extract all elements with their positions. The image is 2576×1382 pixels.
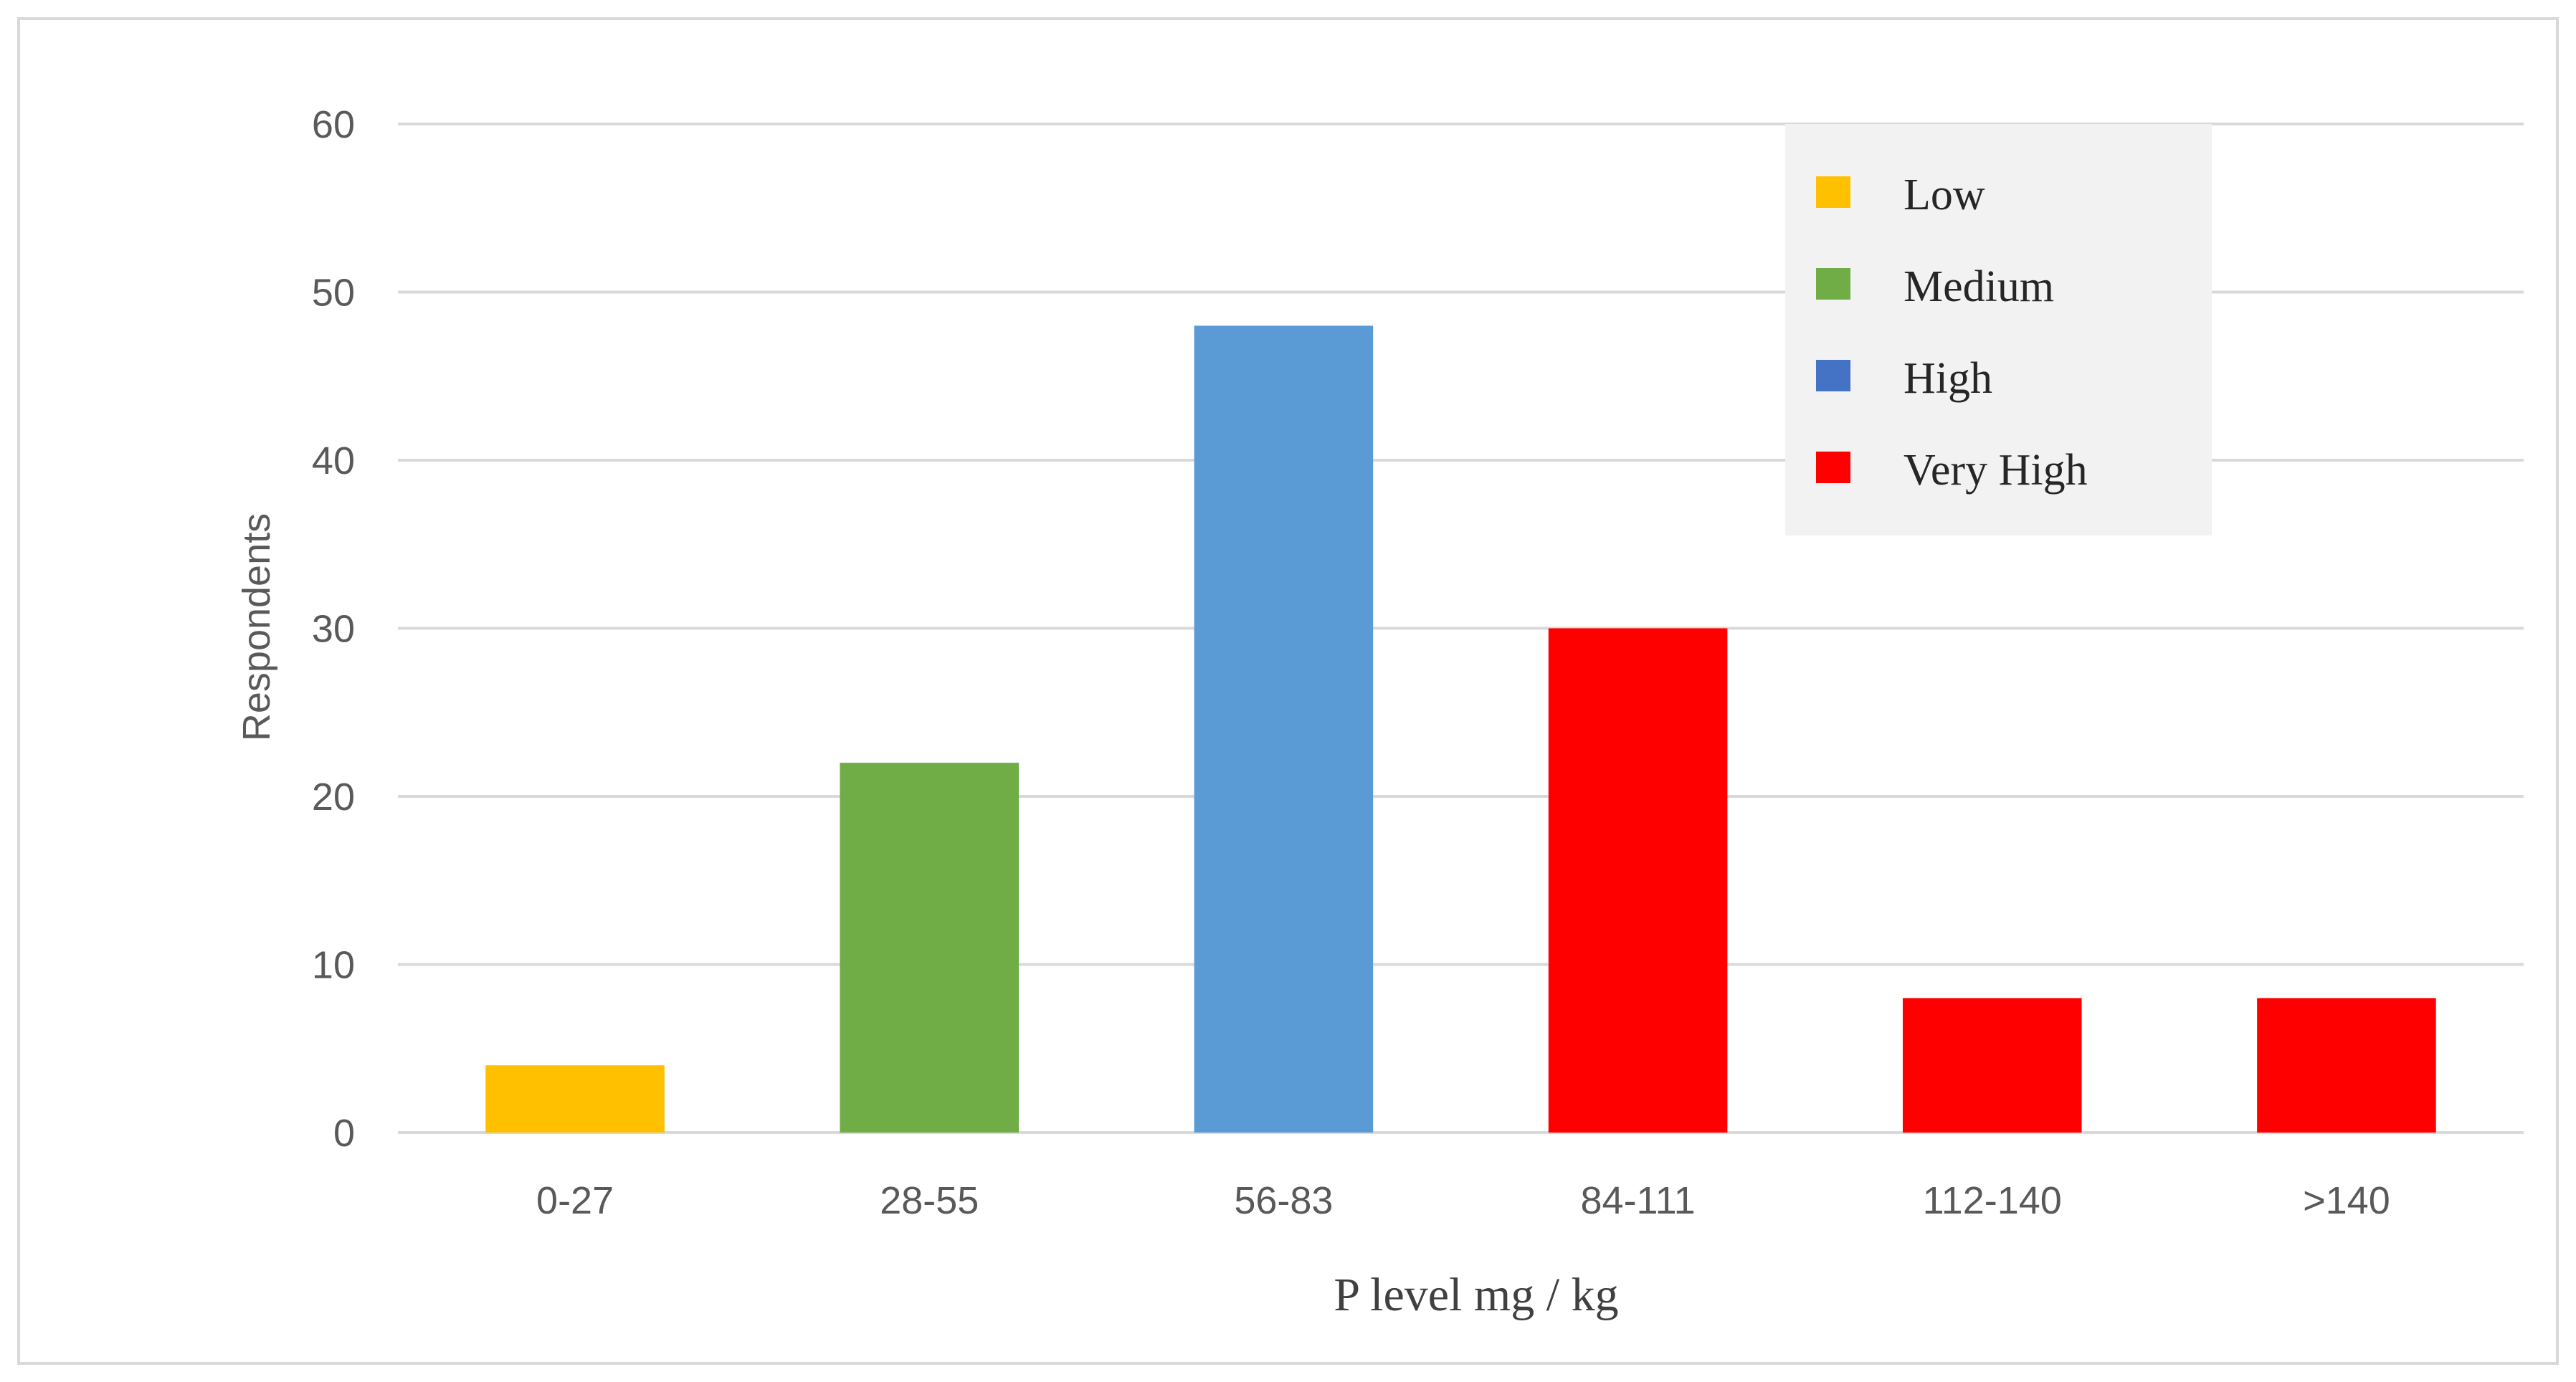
legend-background bbox=[1785, 124, 2212, 535]
x-tick-label: 28-55 bbox=[880, 1179, 979, 1222]
x-tick-label: >140 bbox=[2303, 1179, 2390, 1222]
legend-label: Very High bbox=[1904, 446, 2088, 495]
legend-swatch bbox=[1816, 360, 1850, 391]
y-axis-title: Respondents bbox=[235, 513, 278, 741]
legend-label: Low bbox=[1904, 171, 1985, 219]
legend-label: Medium bbox=[1904, 262, 2054, 311]
legend-label: High bbox=[1904, 354, 1992, 403]
y-tick-label: 0 bbox=[333, 1112, 355, 1155]
bar bbox=[1548, 628, 1728, 1133]
x-axis-ticks: 0-27 28-55 56-83 84-111 112-140 >140 bbox=[536, 1179, 2390, 1222]
x-tick-label: 112-140 bbox=[1923, 1179, 2062, 1222]
bar bbox=[1194, 325, 1374, 1133]
x-tick-label: 84-111 bbox=[1581, 1179, 1696, 1222]
bar bbox=[840, 763, 1020, 1133]
legend-swatch bbox=[1816, 268, 1850, 300]
y-tick-label: 30 bbox=[312, 608, 355, 651]
y-tick-label: 50 bbox=[312, 272, 355, 315]
x-tick-label: 0-27 bbox=[536, 1179, 614, 1222]
y-tick-label: 10 bbox=[312, 944, 355, 987]
bars bbox=[485, 325, 2436, 1133]
legend: Low Medium High Very High bbox=[1785, 124, 2212, 535]
bar bbox=[1902, 998, 2082, 1133]
bar bbox=[2257, 998, 2436, 1133]
y-axis-ticks: 0 10 20 30 40 50 60 bbox=[312, 103, 355, 1155]
legend-swatch bbox=[1816, 176, 1850, 208]
y-tick-label: 60 bbox=[312, 103, 355, 146]
x-tick-label: 56-83 bbox=[1234, 1179, 1333, 1222]
y-tick-label: 20 bbox=[312, 776, 355, 819]
bar bbox=[485, 1065, 665, 1133]
legend-swatch bbox=[1816, 452, 1850, 483]
y-tick-label: 40 bbox=[312, 439, 355, 482]
x-axis-title: P level mg / kg bbox=[1334, 1269, 1618, 1321]
